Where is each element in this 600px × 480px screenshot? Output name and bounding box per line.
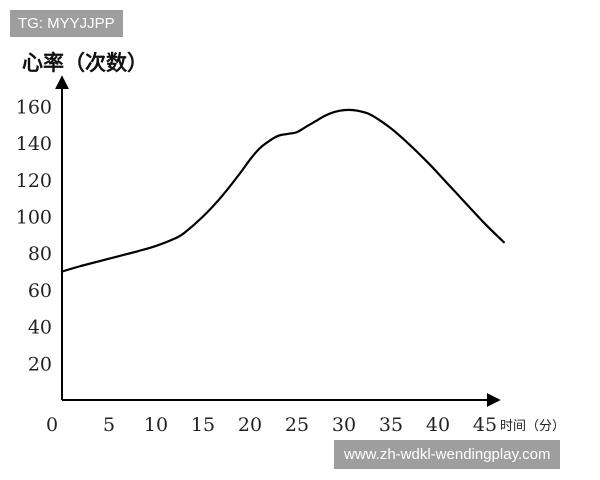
y-tick-label: 80: [28, 243, 52, 265]
y-tick-label: 160: [16, 96, 52, 118]
y-tick-label: 40: [28, 317, 52, 339]
x-tick-label: 0: [46, 414, 58, 436]
y-tick-label: 20: [28, 353, 52, 375]
y-axis-label: 心率（次数）: [22, 51, 148, 75]
x-axis-label: 时间（分）: [500, 419, 565, 434]
x-tick-label: 30: [332, 414, 356, 436]
x-tick-label: 45: [473, 414, 497, 436]
watermark-top: TG: MYYJJPP: [10, 10, 123, 37]
watermark-bottom: www.zh-wdkl-wendingplay.com: [334, 440, 561, 469]
x-tick-label: 20: [238, 414, 262, 436]
x-tick-labels: 0 5 10 15 20 25 30 35 40 45: [46, 414, 497, 436]
x-tick-label: 15: [191, 414, 215, 436]
y-tick-label: 140: [16, 133, 52, 155]
x-tick-label: 40: [426, 414, 450, 436]
y-tick-label: 100: [16, 207, 52, 229]
y-tick-label: 60: [28, 280, 52, 302]
x-tick-label: 10: [144, 414, 168, 436]
y-tick-labels: 20 40 60 80 100 120 140 160: [16, 96, 52, 375]
x-tick-label: 35: [379, 414, 403, 436]
x-tick-label: 5: [103, 414, 115, 436]
y-tick-label: 120: [16, 170, 52, 192]
x-tick-label: 25: [285, 414, 309, 436]
heart-rate-line: [60, 108, 505, 273]
